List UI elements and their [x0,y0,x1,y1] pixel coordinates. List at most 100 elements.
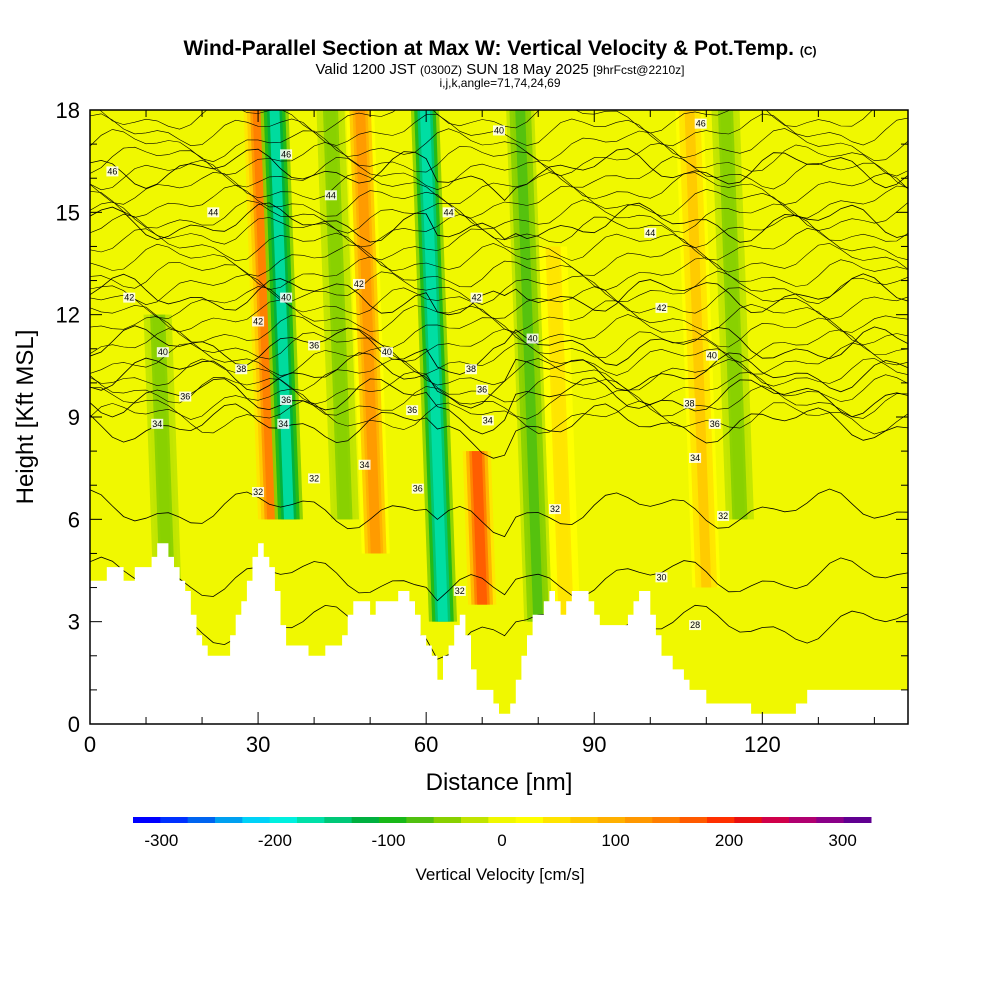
colorbar-segment [297,817,325,823]
y-tick-label: 12 [56,303,80,328]
contour-label-bg [470,292,483,303]
contour-label-bg [526,333,539,344]
contour-label-bg [705,350,718,361]
theta-contour [90,488,908,538]
contour-label: 46 [696,119,706,129]
x-tick-label: 0 [84,732,96,757]
x-tick-label: 120 [744,732,781,757]
contour-label: 32 [309,473,319,483]
colorbar-segment [761,817,790,823]
x-axis-label: Distance [nm] [426,769,573,796]
x-tick-label: 60 [414,732,438,757]
contour-label-bg [689,452,702,463]
theta-contour-minor [90,171,908,205]
contour-label-bg [411,483,424,494]
velocity-band [325,110,350,520]
theta-contour-minor [90,256,908,291]
colorbar-tick-label: 300 [828,831,856,850]
colorbar-segment [461,817,489,823]
colorbar-tick-label: -300 [144,831,178,850]
contour-label: 42 [124,293,134,303]
terrain [90,543,908,724]
contour-label-bg [683,398,696,409]
theta-contour-minor [90,128,908,163]
contour-label-bg [717,510,730,521]
contour-label-bg [352,278,365,289]
contour-label: 42 [656,303,666,313]
field-background [90,110,908,724]
contour-label-bg [123,292,136,303]
contour-label-bg [694,118,707,129]
contour-label-bg [308,473,321,484]
colorbar-tick-label: -200 [258,831,292,850]
contour-label-bg [280,149,293,160]
theta-contour [90,556,908,602]
y-tick-label: 3 [68,610,80,635]
theta-contour-minor [90,213,908,249]
x-tick-label: 90 [582,732,606,757]
y-tick-label: 6 [68,507,80,532]
contour-label-bg [453,585,466,596]
chart-title: Wind-Parallel Section at Max W: Vertical… [183,37,817,60]
contour-label-bg [644,227,657,238]
y-tick-label: 15 [56,200,80,225]
y-tick-label: 18 [56,98,80,123]
contour-label-bg [324,190,337,201]
contour-label-bg [277,418,290,429]
colorbar-label: Vertical Velocity [cm/s] [415,865,584,884]
colorbar-segment [242,817,271,823]
colorbar-tick-label: -100 [371,831,405,850]
contour-label: 36 [309,340,319,350]
colorbar-segment [269,817,298,823]
contour-label: 42 [354,279,364,289]
colorbar-segment [707,817,735,823]
contour-label: 46 [107,166,117,176]
colorbar-segment [133,817,161,823]
theta-contour [90,325,908,375]
contour-label: 32 [455,586,465,596]
chart-subtitle-indices: i,j,k,angle=71,74,24,69 [439,76,561,90]
contour-label: 44 [444,207,454,217]
theta-contour [90,377,908,435]
contour-label: 36 [180,392,190,402]
y-axis-label: Height [Kft MSL] [12,330,39,505]
contour-label: 36 [407,405,417,415]
colorbar-segment [324,817,353,823]
contour-label-bg [106,166,119,177]
theta-contour [90,273,908,316]
contour-label-bg [655,302,668,313]
chart-subtitle: Valid 1200 JST (0300Z) SUN 18 May 2025 [… [315,61,685,78]
contour-label-bg [252,487,265,498]
contour-label-bg [406,405,419,416]
theta-contour [90,148,908,201]
colorbar-segment [570,817,599,823]
contour-label: 40 [382,347,392,357]
contour-label-bg [549,504,562,515]
contour-label-bg [179,391,192,402]
velocity-band [515,110,544,622]
contour-label: 44 [208,207,218,217]
contour-label-bg [476,384,489,395]
colorbar-segment [652,817,681,823]
contour-label: 40 [528,334,538,344]
contour-label: 42 [472,293,482,303]
x-tick-label: 30 [246,732,270,757]
y-tick-label: 0 [68,712,80,737]
colorbar-segment [843,817,872,823]
velocity-band [420,110,448,622]
contour-label-bg [689,620,702,631]
contour-label: 32 [253,487,263,497]
contour-label: 36 [413,484,423,494]
velocity-band [471,451,488,605]
colorbar-segment [734,817,763,823]
colorbar-segment [406,817,435,823]
contour-label: 40 [158,347,168,357]
contour-label: 34 [278,419,288,429]
contour-label: 38 [466,364,476,374]
theta-contour [90,403,908,459]
theta-contour-minor [90,342,908,377]
contour-label: 34 [690,453,700,463]
theta-contour-minor [90,141,908,177]
contour-label: 40 [494,125,504,135]
